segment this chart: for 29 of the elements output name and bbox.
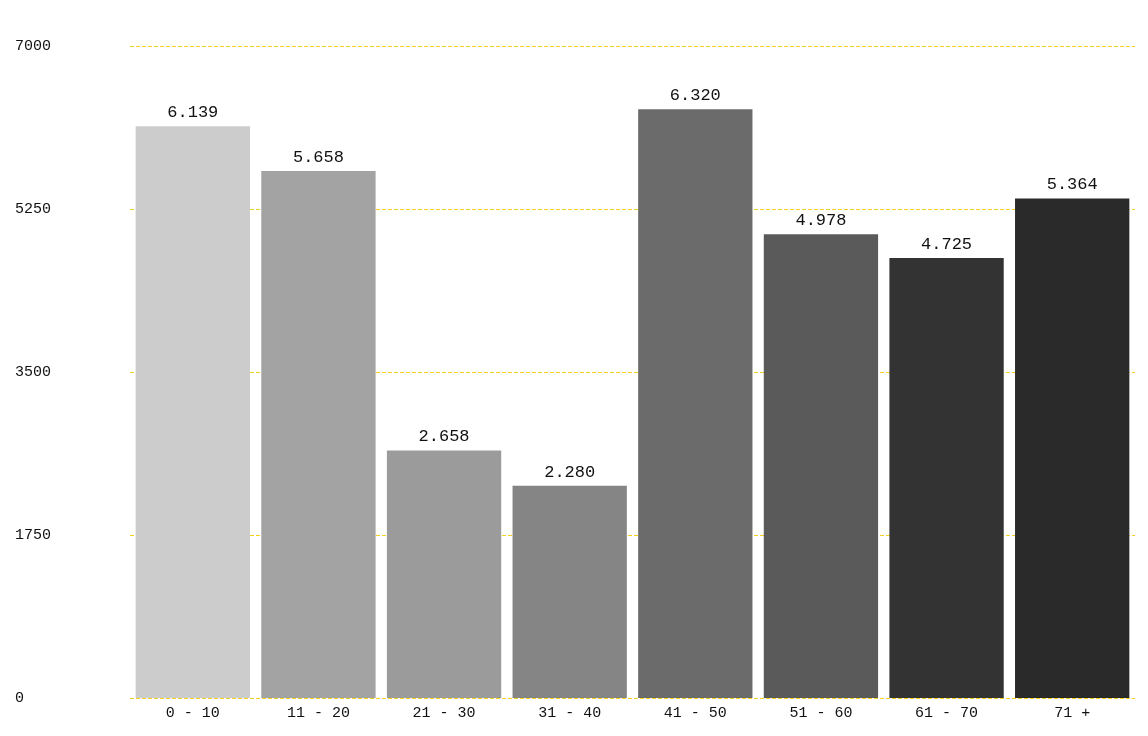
bar [386,450,502,698]
y-tick-label: 7000 [15,37,52,55]
data-label: 6.320 [669,86,721,106]
data-label: 2.658 [418,427,470,447]
x-tick-label: 51 - 60 [789,705,853,722]
data-label: 4.725 [921,234,973,254]
data-label: 5.658 [292,148,344,167]
x-tick-label: 0 - 10 [165,705,220,722]
data-label: 5.364 [1046,175,1098,195]
bar [512,485,627,698]
bar [1015,198,1130,698]
y-tick-label: 0 [15,689,25,707]
y-tick-label: 3500 [15,363,52,381]
x-tick-label: 61 - 70 [915,705,979,722]
bar [261,171,376,698]
bar [763,234,879,698]
y-tick-label: 1750 [15,526,52,544]
x-tick-label: 11 - 20 [286,705,350,722]
bar [638,109,753,698]
data-label: 6.139 [167,103,219,123]
data-label: 2.280 [544,462,596,482]
x-tick-label: 21 - 30 [412,705,476,722]
x-tick-label: 31 - 40 [538,705,602,722]
bar [135,126,250,698]
bar [889,257,1004,698]
data-label: 4.978 [795,211,847,231]
x-tick-label: 71 + [1054,705,1091,722]
x-tick-label: 41 - 50 [663,705,727,722]
y-tick-label: 5250 [15,200,52,218]
